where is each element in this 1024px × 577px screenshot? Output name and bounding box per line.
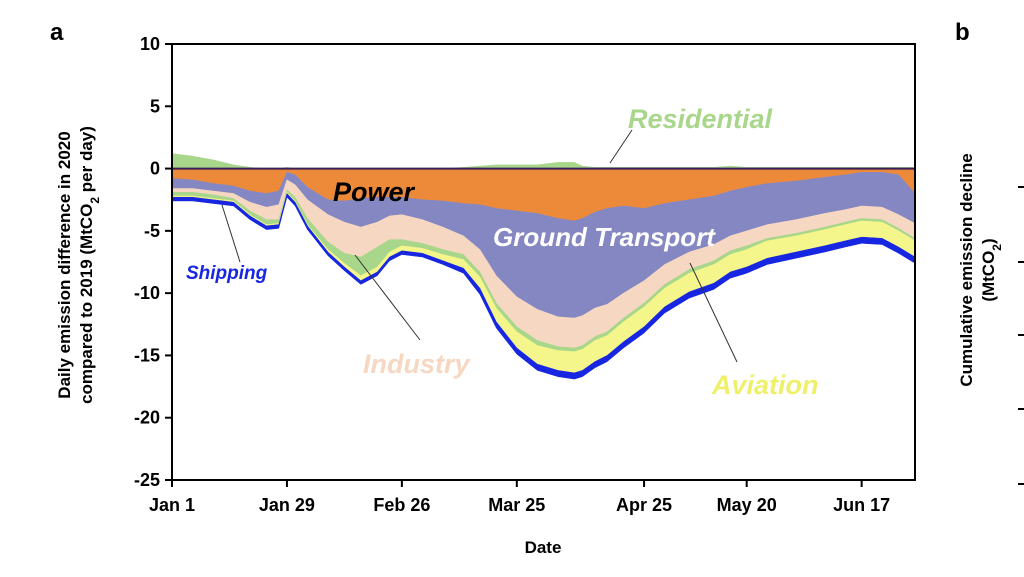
residential-leader-line — [609, 129, 633, 164]
x-tick-label: Apr 25 — [616, 495, 672, 515]
y-tick-label: 5 — [150, 96, 160, 116]
y-tick-label: 0 — [150, 159, 160, 179]
shipping-leader-line — [221, 204, 241, 263]
aviation-leader-line — [689, 262, 738, 363]
panel-b-axis-ticks — [1018, 186, 1024, 485]
industry-leader-line — [354, 254, 421, 341]
y-tick-label: -5 — [144, 221, 160, 241]
y-tick-label: -20 — [134, 408, 160, 428]
x-tick-label: Mar 25 — [488, 495, 545, 515]
industry-label: Industry — [363, 349, 471, 379]
residential-area — [171, 153, 916, 169]
y-axis-title: Daily emission difference in 2020 compar… — [55, 126, 102, 404]
ground-transport-label: Ground Transport — [493, 222, 716, 252]
y-tick-label: -10 — [134, 283, 160, 303]
y-tick-label: 10 — [140, 34, 160, 54]
y-axis: 10 5 0 -5 -10 -15 -20 -25 — [134, 34, 172, 490]
x-tick-label: Jun 17 — [833, 495, 890, 515]
stacked-areas — [171, 153, 916, 380]
x-tick-label: May 20 — [717, 495, 777, 515]
x-axis: Jan 1 Jan 29 Feb 26 Mar 25 Apr 25 May 20 Jun 1… — [149, 480, 890, 515]
residential-label: Residential — [628, 104, 773, 134]
plot-frame — [171, 43, 916, 481]
y-tick-label: -25 — [134, 470, 160, 490]
x-tick-label: Jan 29 — [259, 495, 315, 515]
y-tick-label: -15 — [134, 345, 160, 365]
y-axis-title-line1: Daily emission difference in 2020 — [55, 131, 74, 398]
panel-label-a: a — [50, 19, 64, 46]
shipping-label: Shipping — [186, 263, 268, 284]
aviation-label: Aviation — [711, 370, 819, 400]
series-annotations: Residential Power Ground Transport Indus… — [186, 104, 819, 400]
x-axis-title: Date — [525, 538, 562, 557]
panel-b-y-axis-title-line2: (MtCO2) — [979, 238, 1004, 301]
x-tick-label: Jan 1 — [149, 495, 195, 515]
panel-label-b: b — [955, 19, 970, 46]
panel-b-y-axis-title-line1: Cumulative emission decline — [957, 153, 976, 386]
x-tick-label: Feb 26 — [373, 495, 430, 515]
plot-area — [171, 43, 916, 481]
y-axis-title-line2: compared to 2019 (MtCO2 per day) — [77, 126, 102, 404]
panel-b-y-axis-title: Cumulative emission decline (MtCO2) — [957, 153, 1004, 386]
power-label: Power — [333, 177, 416, 207]
